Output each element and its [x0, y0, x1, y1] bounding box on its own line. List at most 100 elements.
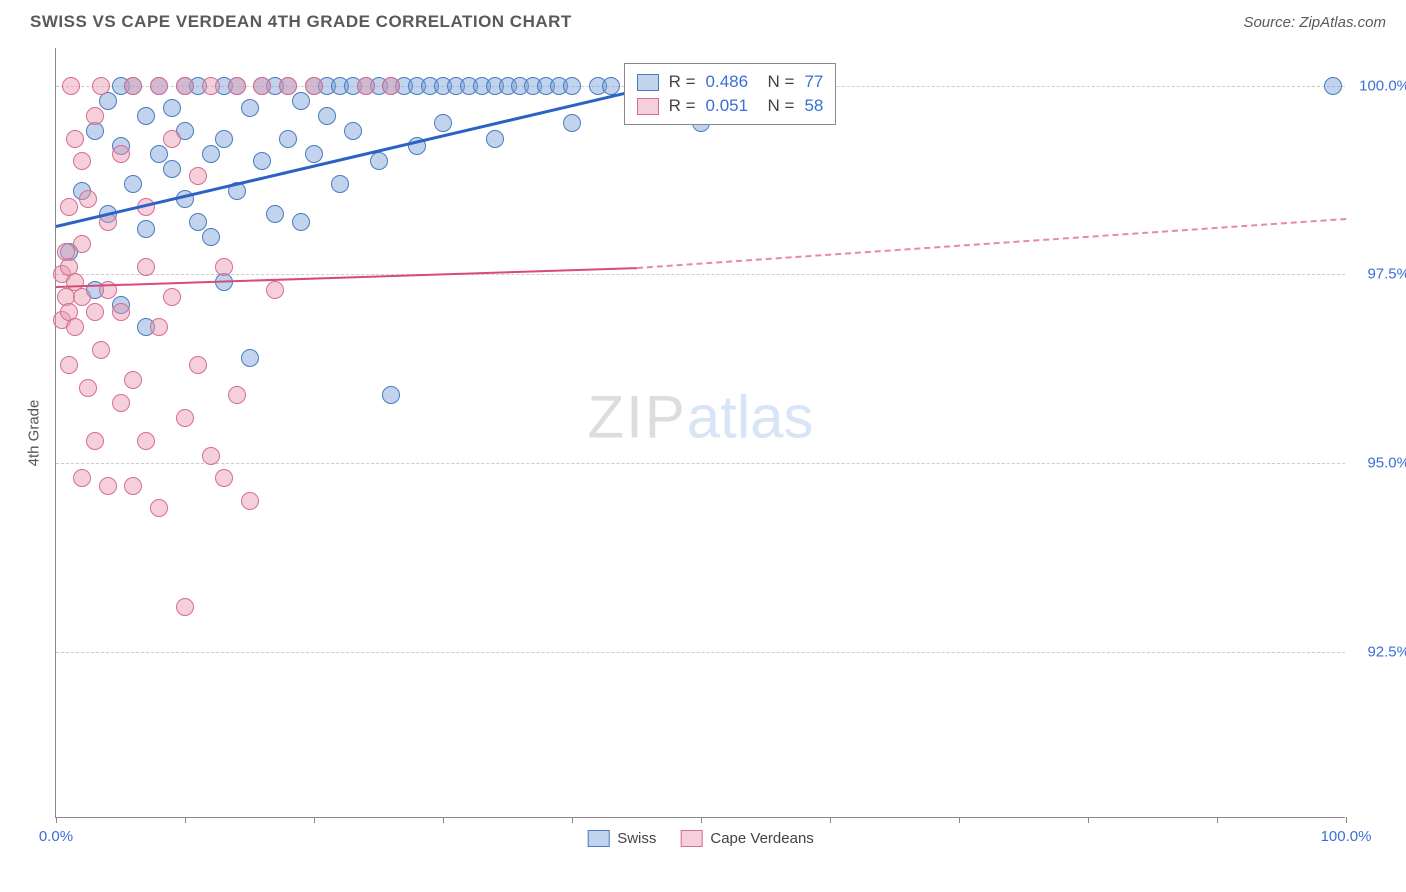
- data-point: [202, 145, 220, 163]
- data-point: [279, 130, 297, 148]
- data-point: [241, 492, 259, 510]
- data-point: [79, 379, 97, 397]
- legend-r-value: 0.486: [706, 72, 749, 92]
- data-point: [62, 77, 80, 95]
- data-point: [241, 349, 259, 367]
- data-point: [60, 198, 78, 216]
- data-point: [73, 152, 91, 170]
- data-point: [92, 341, 110, 359]
- data-point: [112, 145, 130, 163]
- chart-title: SWISS VS CAPE VERDEAN 4TH GRADE CORRELAT…: [30, 12, 572, 32]
- data-point: [137, 432, 155, 450]
- data-point: [253, 77, 271, 95]
- data-point: [124, 371, 142, 389]
- data-point: [73, 469, 91, 487]
- data-point: [189, 213, 207, 231]
- y-tick-label: 100.0%: [1359, 77, 1406, 94]
- data-point: [137, 107, 155, 125]
- x-tick: [959, 817, 960, 823]
- data-point: [305, 145, 323, 163]
- data-point: [189, 167, 207, 185]
- data-point: [202, 447, 220, 465]
- series-legend-label: Cape Verdeans: [710, 830, 813, 847]
- watermark: ZIPatlas: [587, 383, 813, 452]
- data-point: [253, 152, 271, 170]
- source-label: Source: ZipAtlas.com: [1243, 14, 1386, 31]
- data-point: [112, 394, 130, 412]
- legend-n-value: 58: [804, 96, 823, 116]
- data-point: [163, 130, 181, 148]
- series-legend-label: Swiss: [617, 830, 656, 847]
- x-tick-label: 0.0%: [39, 828, 73, 845]
- data-point: [73, 235, 91, 253]
- data-point: [318, 107, 336, 125]
- gridline: [56, 463, 1345, 464]
- data-point: [163, 160, 181, 178]
- data-point: [150, 145, 168, 163]
- data-point: [176, 409, 194, 427]
- x-tick: [56, 817, 57, 823]
- data-point: [176, 77, 194, 95]
- data-point: [150, 77, 168, 95]
- data-point: [279, 77, 297, 95]
- x-tick: [314, 817, 315, 823]
- data-point: [86, 107, 104, 125]
- stats-legend: R = 0.486 N = 77R = 0.051 N = 58: [624, 63, 837, 125]
- legend-r-label: R =: [669, 72, 696, 92]
- x-tick: [443, 817, 444, 823]
- y-tick-label: 97.5%: [1367, 266, 1406, 283]
- x-tick: [830, 817, 831, 823]
- data-point: [241, 99, 259, 117]
- data-point: [73, 288, 91, 306]
- x-tick: [1217, 817, 1218, 823]
- x-tick: [185, 817, 186, 823]
- data-point: [112, 303, 130, 321]
- data-point: [215, 258, 233, 276]
- data-point: [92, 77, 110, 95]
- data-point: [266, 281, 284, 299]
- data-point: [486, 130, 504, 148]
- legend-row: R = 0.486 N = 77: [637, 70, 824, 94]
- legend-swatch: [680, 830, 702, 847]
- data-point: [563, 77, 581, 95]
- data-point: [215, 469, 233, 487]
- legend-r-label: R =: [669, 96, 696, 116]
- data-point: [357, 77, 375, 95]
- watermark-zip: ZIP: [587, 384, 686, 451]
- gridline: [56, 652, 1345, 653]
- data-point: [99, 477, 117, 495]
- x-tick: [572, 817, 573, 823]
- legend-swatch: [587, 830, 609, 847]
- data-point: [137, 258, 155, 276]
- data-point: [66, 318, 84, 336]
- data-point: [215, 130, 233, 148]
- legend-r-value: 0.051: [706, 96, 749, 116]
- data-point: [434, 114, 452, 132]
- plot-area: 4th Grade ZIPatlas 92.5%95.0%97.5%100.0%…: [55, 48, 1345, 818]
- data-point: [124, 477, 142, 495]
- series-legend: Swiss Cape Verdeans: [587, 830, 814, 847]
- data-point: [176, 598, 194, 616]
- series-legend-item: Swiss: [587, 830, 656, 847]
- data-point: [202, 77, 220, 95]
- legend-swatch: [637, 98, 659, 115]
- data-point: [150, 499, 168, 517]
- data-point: [124, 175, 142, 193]
- data-point: [266, 205, 284, 223]
- data-point: [66, 130, 84, 148]
- x-tick: [1088, 817, 1089, 823]
- x-tick: [701, 817, 702, 823]
- data-point: [370, 152, 388, 170]
- y-tick-label: 95.0%: [1367, 455, 1406, 472]
- data-point: [150, 318, 168, 336]
- data-point: [382, 77, 400, 95]
- x-tick: [1346, 817, 1347, 823]
- y-axis-label: 4th Grade: [26, 399, 43, 466]
- data-point: [563, 114, 581, 132]
- data-point: [1324, 77, 1342, 95]
- data-point: [163, 288, 181, 306]
- data-point: [344, 122, 362, 140]
- data-point: [331, 175, 349, 193]
- legend-swatch: [637, 74, 659, 91]
- chart-container: 4th Grade ZIPatlas 92.5%95.0%97.5%100.0%…: [55, 48, 1345, 818]
